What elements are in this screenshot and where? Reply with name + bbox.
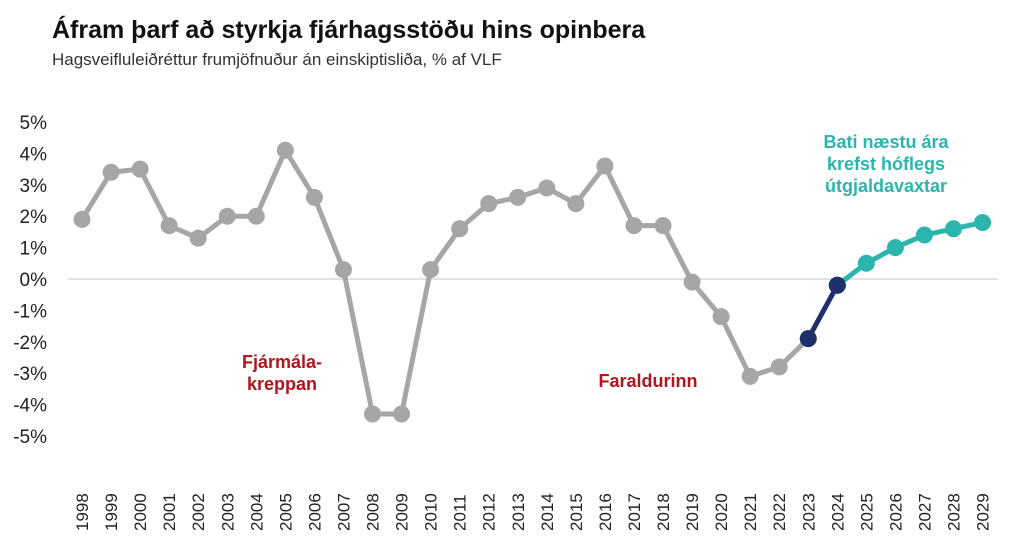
annotation-pandemic: Faraldurinn [598, 371, 697, 391]
data-point-historical [770, 358, 788, 376]
annotation-financial-crisis: Fjármála-kreppan [242, 352, 322, 394]
y-tick-label: -1% [13, 301, 47, 322]
x-tick-label: 2023 [799, 493, 818, 531]
x-tick-label: 2011 [451, 494, 470, 531]
x-tick-label: 2019 [683, 493, 702, 531]
y-tick-label: -4% [13, 396, 47, 417]
data-point-historical [334, 261, 352, 279]
data-point-forecast [945, 220, 962, 238]
x-tick-label: 2017 [625, 493, 644, 531]
data-point-current [799, 330, 817, 348]
data-point-historical [625, 217, 643, 235]
x-tick-label: 2029 [974, 493, 993, 531]
data-point-historical [422, 261, 440, 279]
data-point-historical [276, 141, 294, 159]
data-point-historical [247, 207, 265, 225]
x-tick-label: 2021 [741, 493, 760, 531]
x-tick-label: 2014 [538, 493, 557, 531]
x-tick-label: 2024 [828, 493, 847, 531]
data-point-forecast [857, 254, 875, 272]
chart-subtitle: Hagsveifluleiðréttur frumjöfnuður án ein… [52, 50, 502, 69]
x-tick-label: 2026 [886, 493, 905, 531]
x-tick-label: 2016 [596, 493, 615, 531]
x-tick-label: 2005 [276, 493, 295, 531]
y-tick-label: -2% [13, 333, 47, 354]
data-point-historical [567, 195, 585, 213]
x-tick-label: 2022 [770, 493, 789, 531]
x-tick-label: 2006 [305, 493, 324, 531]
data-point-historical [73, 210, 91, 228]
y-tick-label: -5% [13, 427, 47, 448]
data-point-historical [480, 195, 498, 213]
x-tick-label: 2007 [334, 493, 353, 531]
data-point-historical [654, 217, 672, 235]
y-tick-label: 5% [20, 113, 48, 134]
data-point-current [828, 276, 846, 294]
x-tick-label: 2015 [567, 493, 586, 531]
y-tick-label: 4% [20, 144, 48, 165]
y-tick-label: 2% [20, 207, 48, 228]
chart-title: Áfram þarf að styrkja fjárhagsstöðu hins… [52, 16, 646, 44]
data-point-historical [712, 308, 730, 326]
x-tick-label: 2003 [218, 493, 237, 531]
data-point-historical [596, 157, 614, 175]
x-tick-label: 2008 [364, 493, 383, 531]
data-point-forecast [915, 226, 933, 244]
x-tick-label: 2013 [509, 493, 528, 531]
x-tick-label: 2009 [393, 493, 412, 531]
x-tick-label: 1999 [102, 493, 121, 531]
data-point-historical [189, 229, 207, 247]
data-point-historical [218, 207, 236, 225]
data-point-historical [364, 405, 381, 423]
data-point-historical [683, 273, 701, 291]
y-tick-label: 1% [20, 239, 48, 260]
data-point-historical [131, 160, 149, 178]
x-tick-label: 2000 [131, 493, 150, 531]
x-tick-label: 1998 [73, 493, 92, 531]
data-point-historical [305, 188, 323, 206]
data-point-historical [538, 179, 556, 197]
x-tick-label: 2027 [915, 493, 934, 531]
data-point-forecast [886, 239, 904, 257]
data-point-historical [102, 163, 120, 181]
series-line-current [805, 282, 840, 342]
x-tick-label: 2025 [857, 493, 876, 531]
y-tick-label: 3% [20, 176, 48, 197]
x-tick-label: 2010 [422, 493, 441, 531]
data-point-historical [393, 405, 411, 423]
x-tick-label: 2028 [945, 493, 964, 531]
data-point-forecast [974, 213, 992, 231]
data-point-historical [451, 220, 469, 238]
y-tick-label: -3% [13, 364, 47, 385]
annotation-recovery: Bati næstu ára krefst hóflegs útgjaldavaxt… [823, 132, 949, 196]
data-point-historical [160, 217, 178, 235]
data-point-historical [509, 188, 527, 206]
x-tick-label: 2018 [654, 493, 673, 531]
x-tick-label: 2020 [712, 493, 731, 531]
x-tick-label: 2012 [480, 493, 499, 531]
x-tick-label: 2002 [189, 493, 208, 531]
x-tick-label: 2004 [247, 493, 266, 531]
y-tick-label: 0% [20, 270, 48, 291]
x-tick-label: 2001 [160, 493, 179, 531]
data-point-historical [741, 367, 759, 385]
